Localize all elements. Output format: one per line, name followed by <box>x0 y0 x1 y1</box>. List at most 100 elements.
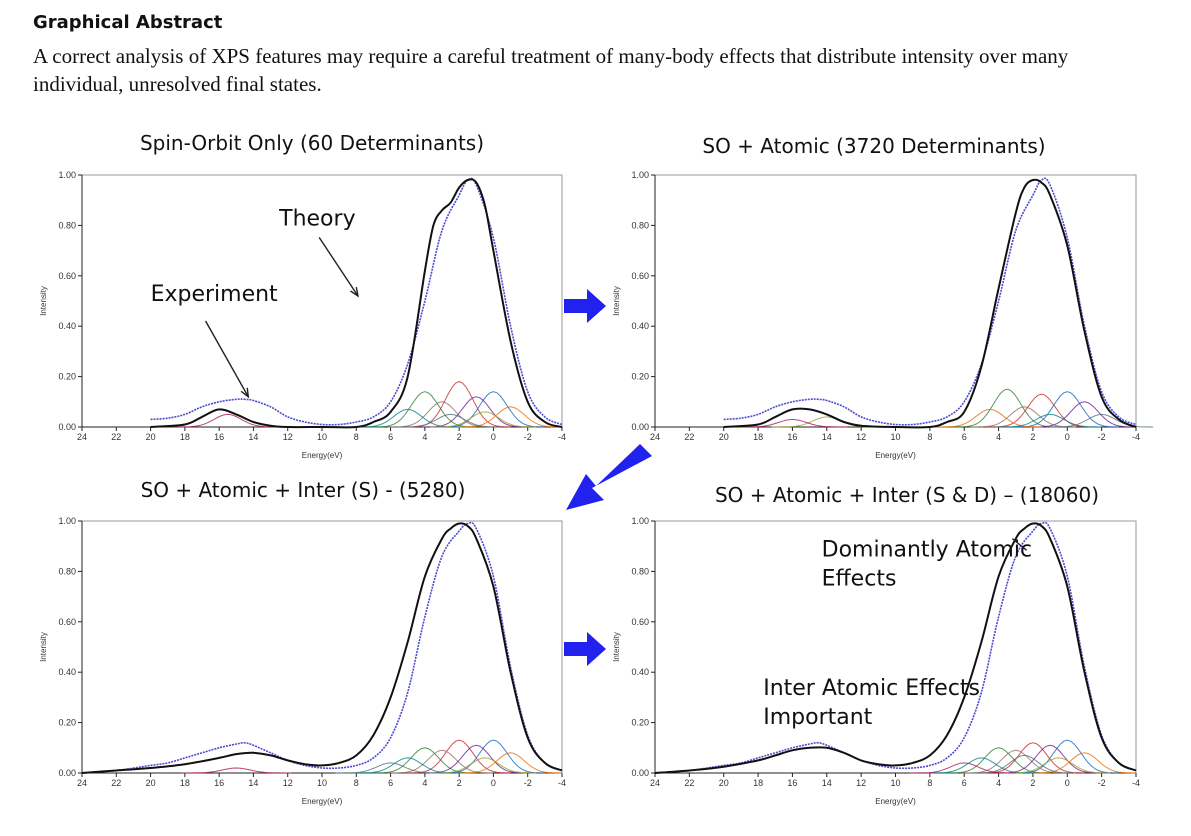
component-curve <box>395 413 502 428</box>
theory-curve <box>150 178 563 429</box>
blue-arrow-icon <box>564 289 606 323</box>
y-tick-label: 0.20 <box>58 718 76 728</box>
experiment-curve <box>723 177 1137 426</box>
component-curve <box>969 406 1076 428</box>
annotation-arrowhead <box>350 286 359 298</box>
annotation-arrowhead <box>240 387 250 399</box>
annotation-label: Important <box>763 705 872 730</box>
x-tick-label: 6 <box>962 778 967 788</box>
annotation-arrow <box>1011 538 1028 551</box>
y-tick-label: 0.00 <box>58 768 76 778</box>
x-tick-label: 14 <box>822 778 832 788</box>
x-tick-label: 0 <box>491 432 496 442</box>
component-curve <box>1003 757 1111 774</box>
x-tick-label: 6 <box>962 432 967 442</box>
x-tick-label: 18 <box>180 432 190 442</box>
blue-arrow-icon <box>564 632 606 666</box>
y-tick-label: 0.60 <box>58 271 76 281</box>
x-tick-label: 10 <box>317 778 327 788</box>
component-curve <box>430 757 537 774</box>
x-tick-label: 4 <box>422 778 427 788</box>
x-tick-label: 12 <box>283 778 293 788</box>
component-curve <box>455 752 562 774</box>
x-tick-label: -2 <box>1098 778 1106 788</box>
blue-arrow-icon <box>566 444 652 510</box>
x-tick-label: 20 <box>146 432 156 442</box>
experiment-curve <box>654 521 1137 774</box>
chart-title: Spin-Orbit Only (60 Determinants) <box>140 131 484 155</box>
x-tick-label: 8 <box>354 778 359 788</box>
abstract-text: A correct analysis of XPS features may r… <box>33 44 1069 96</box>
x-tick-label: 18 <box>753 778 763 788</box>
chart-title: SO + Atomic (3720 Determinants) <box>702 134 1045 158</box>
x-tick-label: 8 <box>927 778 932 788</box>
component-curve <box>952 388 1059 428</box>
component-curve <box>1029 401 1137 428</box>
component-curve <box>430 411 537 428</box>
x-tick-label: 4 <box>422 432 427 442</box>
plot-frame <box>654 174 1137 428</box>
y-tick-label: 0.20 <box>631 372 649 382</box>
annotation-label: Theory <box>278 206 355 231</box>
plot-frame <box>81 520 563 774</box>
x-tick-label: 20 <box>719 778 729 788</box>
chart-panel-3: SO + Atomic + Inter (S) - (5280) 0.00 0.20… <box>39 478 566 806</box>
theory-curve <box>723 178 1137 429</box>
x-tick-label: 0 <box>1065 432 1070 442</box>
x-tick-label: 8 <box>927 432 932 442</box>
x-tick-label: 24 <box>650 778 660 788</box>
theory-curve <box>654 522 1137 774</box>
y-tick-label: 0.60 <box>58 617 76 627</box>
x-tick-label: 6 <box>388 778 393 788</box>
component-curve <box>737 418 848 428</box>
y-axis-label: Intensity <box>612 286 621 316</box>
x-tick-label: -2 <box>524 778 532 788</box>
x-tick-label: 2 <box>457 778 462 788</box>
experiment-curve <box>81 521 563 774</box>
x-tick-label: 4 <box>996 778 1001 788</box>
x-tick-label: 12 <box>283 432 293 442</box>
annotation-label: Dominantly Atomic <box>822 537 1032 562</box>
x-axis-label: Energy(eV) <box>875 451 916 460</box>
x-tick-label: 10 <box>317 432 327 442</box>
x-tick-label: -4 <box>1132 778 1140 788</box>
y-axis-label: Intensity <box>39 286 48 316</box>
x-tick-label: 22 <box>684 432 694 442</box>
x-tick-label: 6 <box>388 432 393 442</box>
component-curve <box>935 408 1042 428</box>
y-axis-label: Intensity <box>39 632 48 662</box>
y-axis-label: Intensity <box>612 632 621 662</box>
y-tick-label: 1.00 <box>58 170 76 180</box>
chart-title: SO + Atomic + Inter (S) - (5280) <box>141 478 466 502</box>
y-tick-label: 0.80 <box>631 566 649 576</box>
component-curve <box>1012 391 1119 428</box>
x-tick-label: -4 <box>558 778 566 788</box>
y-tick-label: 0.40 <box>631 321 649 331</box>
y-tick-label: 0.40 <box>58 667 76 677</box>
x-tick-label: 16 <box>214 432 224 442</box>
x-tick-label: 16 <box>214 778 224 788</box>
y-tick-label: 0.80 <box>58 220 76 230</box>
x-tick-label: 2 <box>1030 432 1035 442</box>
annotation-arrow <box>204 320 249 398</box>
x-tick-label: 14 <box>248 778 258 788</box>
x-tick-label: 22 <box>684 778 694 788</box>
x-tick-label: -2 <box>1098 432 1106 442</box>
component-curve <box>438 391 545 428</box>
x-tick-label: 20 <box>146 778 156 788</box>
x-tick-label: 16 <box>787 778 797 788</box>
x-tick-label: 24 <box>77 432 87 442</box>
y-tick-label: 0.00 <box>631 422 649 432</box>
x-axis-label: Energy(eV) <box>875 797 916 806</box>
component-curve <box>909 762 1016 774</box>
component-curve <box>995 413 1102 428</box>
annotation-label: Effects <box>822 566 897 591</box>
component-curve <box>335 762 442 774</box>
y-tick-label: 1.00 <box>58 516 76 526</box>
x-tick-label: 20 <box>719 432 729 442</box>
component-curve <box>1029 752 1136 774</box>
x-tick-label: 4 <box>996 432 1001 442</box>
component-curve <box>352 757 460 774</box>
x-tick-label: 14 <box>822 432 832 442</box>
